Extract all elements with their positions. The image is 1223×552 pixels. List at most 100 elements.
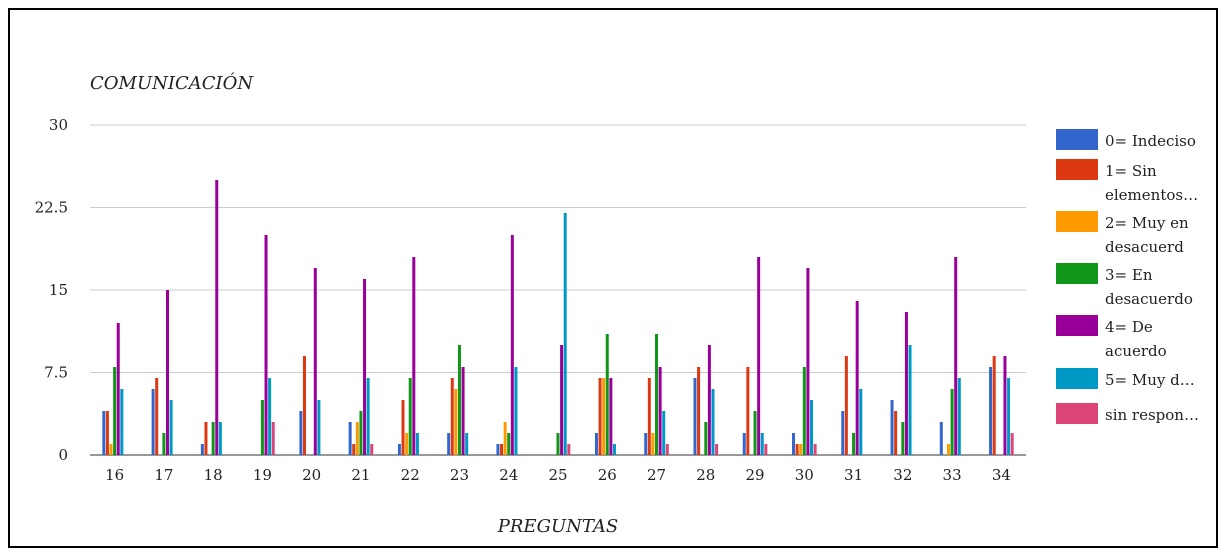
bar-18-series-0: [200, 444, 204, 455]
grid-lines: [90, 124, 1026, 456]
bar-22-series-4: [412, 257, 416, 455]
x-tick-label: 17: [154, 466, 173, 484]
bar-29-series-5: [760, 433, 764, 455]
bar-22-series-5: [415, 433, 419, 455]
bar-31-series-5: [859, 389, 863, 455]
bar-29-series-0: [742, 433, 746, 455]
legend-label: 3= En: [1105, 266, 1153, 284]
x-tick-label: 24: [499, 466, 518, 484]
bar-30-series-4: [806, 268, 810, 455]
x-tick-label: 29: [746, 466, 765, 484]
bar-20-series-1: [302, 356, 306, 455]
bar-32-series-1: [894, 411, 898, 455]
bar-25-series-3: [556, 433, 560, 455]
bar-33-series-4: [954, 257, 958, 455]
bar-33-series-3: [950, 389, 954, 455]
chart-title: COMUNICACIÓN: [90, 71, 254, 94]
x-tick-label: 25: [548, 466, 567, 484]
bar-19-series-5: [268, 378, 272, 455]
bar-24-series-0: [496, 444, 500, 455]
bar-34-series-5: [1007, 378, 1011, 455]
bar-23-series-0: [447, 433, 451, 455]
legend-swatch-6: [1056, 403, 1098, 424]
bar-16-series-4: [116, 323, 120, 455]
x-tick-label: 33: [943, 466, 962, 484]
bar-28-series-5: [711, 389, 715, 455]
x-axis-ticks: 16 17 18 19 20 21 22 23 24 25 26 27 28 29 30 31 32 33 34: [105, 466, 1011, 484]
bar-20-series-5: [317, 400, 321, 455]
legend-swatch-0: [1056, 129, 1098, 150]
bar-27-series-2: [651, 433, 655, 455]
bar-17-series-5: [169, 400, 173, 455]
y-tick-label: 30: [49, 116, 68, 134]
bar-34-series-4: [1003, 356, 1007, 455]
y-tick-label: 22.5: [35, 199, 68, 217]
x-tick-label: 32: [893, 466, 912, 484]
bar-18-series-3: [211, 422, 215, 455]
bar-21-series-4: [363, 279, 367, 455]
bar-16-series-1: [105, 411, 109, 455]
bar-32-series-3: [901, 422, 905, 455]
bar-34-series-1: [992, 356, 996, 455]
bar-23-series-4: [461, 367, 465, 455]
bar-24-series-4: [510, 235, 514, 455]
bar-17-series-3: [162, 433, 166, 455]
legend-label: 2= Muy en: [1105, 214, 1189, 232]
legend-label: acuerdo: [1105, 342, 1167, 360]
bar-27-series-4: [658, 367, 662, 455]
bar-28-series-0: [693, 378, 697, 455]
bar-30-series-3: [802, 367, 806, 455]
bar-22-series-2: [405, 433, 409, 455]
x-tick-label: 30: [795, 466, 814, 484]
bar-31-series-4: [855, 301, 859, 455]
bar-24-series-5: [514, 367, 518, 455]
legend-label: 5= Muy d…: [1105, 371, 1195, 389]
legend-swatch-1: [1056, 159, 1098, 180]
y-tick-label: 0: [58, 446, 68, 464]
x-tick-label: 27: [647, 466, 666, 484]
bar-20-series-4: [313, 268, 317, 455]
bar-26-series-4: [609, 378, 613, 455]
bar-19-series-4: [264, 235, 268, 455]
bars: [102, 180, 1014, 455]
bar-18-series-4: [215, 180, 219, 455]
bar-27-series-3: [655, 334, 659, 455]
bar-26-series-2: [602, 378, 606, 455]
bar-17-series-0: [151, 389, 155, 455]
bar-18-series-5: [218, 422, 222, 455]
y-tick-label: 15: [49, 281, 68, 299]
bar-28-series-3: [704, 422, 708, 455]
bar-29-series-3: [753, 411, 757, 455]
legend-label: elementos…: [1105, 186, 1198, 204]
x-tick-label: 26: [598, 466, 617, 484]
bar-27-series-0: [644, 433, 648, 455]
x-tick-label: 16: [105, 466, 124, 484]
bar-16-series-3: [113, 367, 117, 455]
bar-25-series-5: [563, 213, 567, 455]
bar-21-series-1: [352, 444, 356, 455]
bar-18-series-1: [204, 422, 208, 455]
x-tick-label: 34: [992, 466, 1011, 484]
bar-33-series-0: [939, 422, 943, 455]
x-tick-label: 18: [204, 466, 223, 484]
bar-22-series-1: [401, 400, 405, 455]
legend-label: sin respon…: [1105, 406, 1199, 424]
chart-frame: 0 7.5 15 22.5 30 16 17 18 19 20 21 22 23 24 25 26 27 28 2…: [8, 8, 1218, 548]
legend-label: 1= Sin: [1105, 162, 1157, 180]
bar-21-series-2: [355, 422, 359, 455]
x-tick-label: 21: [351, 466, 370, 484]
bar-30-series-6: [813, 444, 817, 455]
y-tick-label: 7.5: [44, 364, 68, 382]
bar-34-series-0: [989, 367, 993, 455]
bar-25-series-6: [567, 444, 571, 455]
bar-23-series-1: [450, 378, 454, 455]
legend-swatch-5: [1056, 368, 1098, 389]
bar-28-series-6: [715, 444, 719, 455]
x-tick-label: 19: [253, 466, 272, 484]
bar-28-series-1: [697, 367, 701, 455]
bar-24-series-2: [503, 422, 507, 455]
legend-swatch-3: [1056, 263, 1098, 284]
bar-30-series-0: [792, 433, 796, 455]
legend-swatch-4: [1056, 315, 1098, 336]
bar-23-series-2: [454, 389, 458, 455]
